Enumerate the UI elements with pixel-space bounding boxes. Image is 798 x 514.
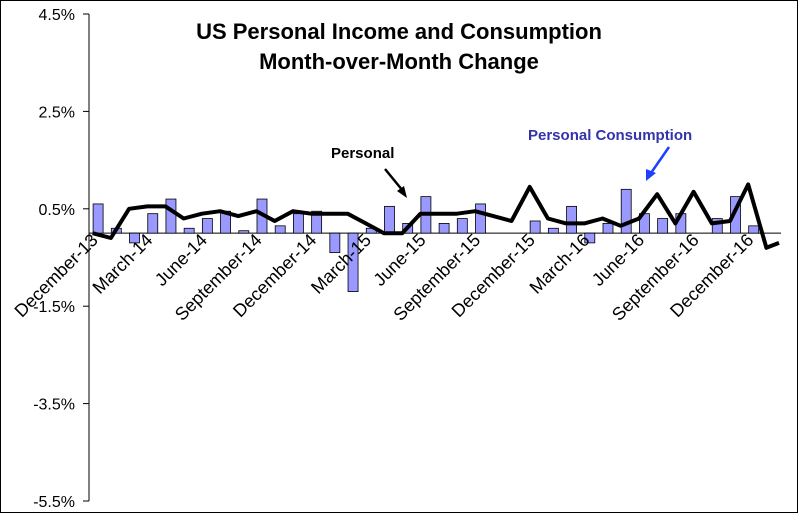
annotation-personal-consumption: Personal Consumption — [528, 127, 692, 144]
y-tick-label: 0.5% — [39, 202, 75, 219]
y-tick-label: 2.5% — [39, 104, 75, 121]
bar-personal-consumption — [347, 232, 359, 292]
y-tick-label: -1.5% — [33, 299, 75, 316]
bar-personal-consumption — [529, 220, 541, 234]
chart-title-line-2: Month-over-Month Change — [259, 49, 539, 74]
bar-personal-consumption — [384, 205, 395, 234]
bar-personal-consumption — [438, 223, 450, 234]
bar-personal-consumption — [748, 225, 760, 234]
bar-personal-consumption — [602, 223, 614, 234]
y-tick-label: 4.5% — [39, 7, 75, 24]
bar-personal-consumption — [129, 232, 140, 244]
bar-personal-consumption — [730, 196, 741, 234]
bar-personal-consumption — [92, 203, 104, 234]
x-tick-label: March-15 — [307, 230, 375, 298]
annotation-personal-arrowhead — [397, 186, 407, 198]
annotation-consumption-arrowhead — [646, 169, 656, 181]
bar-personal-consumption — [165, 198, 177, 234]
annotation-personal-arrow — [384, 168, 404, 192]
bar-personal-consumption — [456, 218, 468, 234]
bar-personal-consumption — [475, 203, 486, 234]
y-tick-label: -5.5% — [33, 494, 75, 511]
annotation-consumption-arrow — [649, 146, 671, 174]
bar-personal-consumption — [566, 205, 577, 234]
chart-title-line-1: US Personal Income and Consumption — [196, 19, 602, 44]
bar-personal-consumption — [238, 230, 250, 234]
x-tick-label: March-14 — [89, 230, 157, 298]
bar-personal-consumption — [620, 188, 632, 234]
x-tick-label: March-16 — [526, 230, 594, 298]
bar-personal-consumption — [311, 210, 323, 234]
bar-personal-consumption — [711, 218, 723, 234]
bar-personal-consumption — [584, 232, 596, 244]
bar-personal-consumption — [147, 213, 159, 234]
line-personal — [92, 182, 780, 250]
annotation-personal: Personal — [331, 145, 394, 162]
bar-personal-consumption — [274, 225, 286, 234]
y-tick-label: -3.5% — [33, 397, 75, 414]
bar-personal-consumption — [183, 227, 195, 234]
bar-personal-consumption — [329, 232, 341, 254]
bar-personal-consumption — [293, 213, 304, 234]
bar-personal-consumption — [201, 218, 213, 234]
bar-personal-consumption — [547, 227, 559, 234]
bar-personal-consumption — [657, 218, 669, 234]
